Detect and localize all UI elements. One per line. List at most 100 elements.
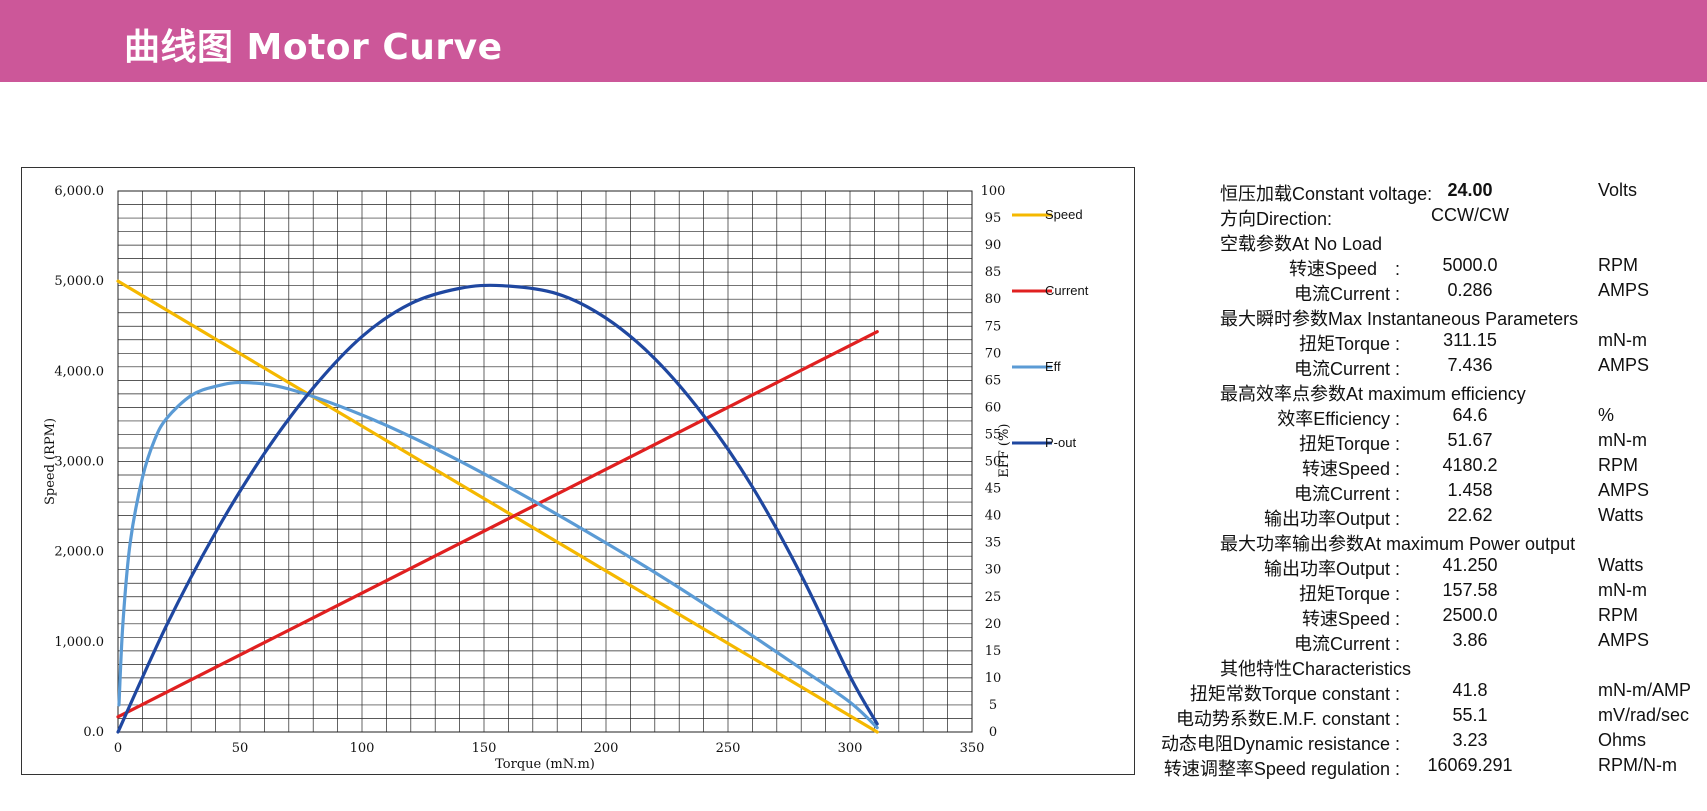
param-unit: mN-m [1598,430,1647,450]
x-axis-title: Torque (mN.m) [495,757,595,772]
param-unit: % [1598,405,1615,425]
param-row: 输出功率Output : 22.62 Watts [1180,505,1700,530]
x-tick-label: 300 [838,741,863,756]
y2-tick-label: 5 [989,698,997,713]
x-tick-label: 350 [960,741,985,756]
section-heading-max-instant: 最大瞬时参数Max Instantaneous Parameters [1180,305,1700,330]
y2-tick-label: 45 [985,482,1002,497]
plot-area-border [117,190,973,733]
param-row-direction: 方向Direction: CCW/CW [1180,205,1700,230]
param-value: 157.58 [1442,580,1498,600]
param-unit: mN-m [1598,580,1647,600]
param-unit: mN-m [1598,330,1647,350]
chart-svg: 0 50 100 150 200 250 300 3500.01,000.02,000.03,… [43,184,1089,772]
param-unit: AMPS [1598,280,1650,300]
param-label: 电动势系数E.M.F. constant : [1175,709,1400,729]
section-heading-characteristics: 其他特性Characteristics [1180,655,1700,680]
param-row: 电流Current : 0.286 AMPS [1180,280,1700,305]
y2-tick-label: 40 [985,509,1002,524]
param-unit: Watts [1598,555,1644,575]
section-heading-no-load: 空载参数At No Load [1180,230,1700,255]
legend-label: Eff [1045,359,1061,374]
y-tick-label: 3,000.0 [54,455,104,470]
y-tick-label: 2,000.0 [54,545,104,560]
param-unit: mV/rad/sec [1598,705,1690,725]
y-tick-label: 0.0 [83,725,104,740]
y2-tick-label: 85 [985,265,1002,280]
param-row: 电流Current : 3.86 AMPS [1180,630,1700,655]
y2-tick-label: 95 [985,211,1002,226]
param-unit: Volts [1598,180,1638,200]
y2-tick-label: 50 [985,455,1002,470]
param-value: CCW/CW [1431,205,1509,225]
param-value: 311.15 [1443,330,1497,350]
param-label: 转速Speed : [1301,609,1400,629]
param-row: 扭矩Torque : 157.58 mN-m [1180,580,1700,605]
section-heading-max-power: 最大功率输出参数At maximum Power output [1180,530,1700,555]
section-heading-max-eff: 最高效率点参数At maximum efficiency [1180,380,1700,405]
param-row: 扭矩Torque : 51.67 mN-m [1180,430,1700,455]
param-label: 动态电阻Dynamic resistance : [1160,734,1400,754]
section-heading: 其他特性Characteristics [1220,659,1412,679]
param-label: 转速调整率Speed regulation : [1163,759,1400,779]
param-value: 3.23 [1452,730,1488,750]
y2-tick-label: 30 [985,563,1002,578]
series-line-current [116,330,879,719]
param-row: 转速Speed : 4180.2 RPM [1180,455,1700,480]
param-row: 扭矩常数Torque constant : 41.8 mN-m/AMP [1180,680,1700,705]
param-label: 效率Efficiency : [1277,409,1400,429]
param-label: 电流Current : [1293,484,1400,504]
param-unit: Ohms [1598,730,1647,750]
param-value: 55.1 [1452,705,1488,725]
page-title: 曲线图 Motor Curve [124,27,503,68]
y2-tick-label: 20 [985,617,1002,632]
param-row: 转速Speed : 5000.0 RPM [1180,255,1700,280]
header-banner: 曲线图 Motor Curve [0,0,1707,82]
section-heading: 最高效率点参数At maximum efficiency [1220,384,1526,404]
y2-tick-label: 25 [985,590,1002,605]
param-label: 输出功率Output : [1263,509,1400,529]
y2-tick-label: 70 [985,346,1002,361]
param-row: 扭矩Torque : 311.15 mN-m [1180,330,1700,355]
y2-tick-label: 60 [985,400,1002,415]
x-tick-label: 200 [594,741,619,756]
param-value: 41.250 [1442,555,1498,575]
x-tick-label: 150 [472,741,497,756]
param-label: 电流Current : [1293,284,1400,304]
section-heading: 空载参数At No Load [1220,234,1383,254]
param-label: 扭矩常数Torque constant : [1189,684,1400,704]
y2-tick-label: 10 [985,671,1002,686]
series-line-speed [116,279,879,734]
param-label: 扭矩Torque : [1298,434,1400,454]
param-label: 方向Direction: [1220,209,1333,229]
param-value: 16069.291 [1427,755,1513,775]
param-value: 64.6 [1452,405,1488,425]
param-label: 转速Speed : [1301,459,1400,479]
param-value: 3.86 [1452,630,1488,650]
y2-tick-label: 35 [985,536,1002,551]
motor-curve-chart: 0 50 100 150 200 250 300 350 0.0 1,000.0 2,000.0 3,… [21,167,1135,775]
param-value: 2500.0 [1442,605,1498,625]
param-unit: RPM [1598,455,1638,475]
y2-tick-label: 65 [985,373,1002,388]
y-tick-label: 5,000.0 [54,274,104,289]
param-row: 电动势系数E.M.F. constant : 55.1 mV/rad/sec [1176,705,1700,730]
y2-axis-title: EFF (%) [997,424,1012,478]
param-row-constant-voltage: 恒压加载Constant voltage: 24.00 Volts [1180,180,1700,205]
param-unit: Watts [1598,505,1644,525]
x-tick-label: 100 [350,741,375,756]
param-unit: mN-m/AMP [1598,680,1691,700]
param-row: 动态电阻Dynamic resistance : 3.23 Ohms [1161,730,1700,755]
y2-tick-label: 75 [985,319,1002,334]
y-tick-label: 4,000.0 [54,364,104,379]
x-tick-label: 50 [232,741,249,756]
param-value: 24.00 [1447,180,1493,200]
param-value: 41.8 [1452,680,1488,700]
param-label: 转速Speed : [1288,259,1400,279]
y-tick-label: 6,000.0 [54,184,104,199]
param-value: 1.458 [1447,480,1493,500]
section-heading: 最大功率输出参数At maximum Power output [1220,534,1576,554]
x-tick-label: 0 [114,741,122,756]
y2-tick-label: 55 [985,427,1002,442]
y-axis-title: Speed (RPM) [43,418,58,505]
